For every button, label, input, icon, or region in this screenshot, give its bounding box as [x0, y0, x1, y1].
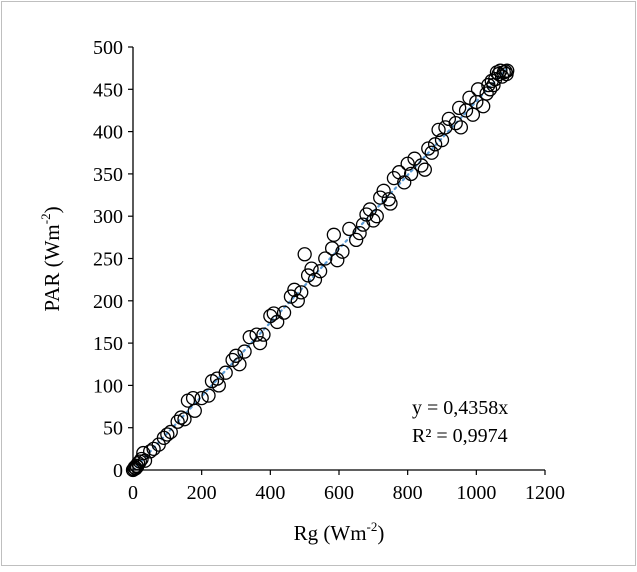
trendline	[131, 67, 509, 472]
data-point	[324, 241, 340, 256]
data-point	[225, 352, 240, 368]
data-point	[283, 289, 299, 304]
data-point	[349, 232, 364, 248]
data-point	[355, 217, 371, 232]
data-point	[431, 122, 446, 138]
data-point	[312, 264, 328, 279]
trend-equation: y = 0,4358x	[412, 397, 508, 419]
y-tick-label: 0	[113, 460, 123, 482]
data-point	[448, 115, 463, 131]
data-point	[330, 253, 345, 268]
data-point	[376, 183, 391, 198]
data-point	[307, 272, 323, 287]
data-point	[228, 348, 244, 363]
y-tick-label: 500	[93, 37, 123, 59]
data-point	[249, 327, 264, 342]
data-point	[335, 244, 350, 259]
y-tick-label: 400	[93, 122, 123, 144]
y-tick-label: 150	[93, 333, 123, 355]
x-tick-label: 0	[128, 482, 138, 504]
data-point	[177, 412, 192, 427]
data-point	[163, 424, 178, 440]
x-axis-title: Rg (Wm-2)	[294, 519, 385, 545]
data-point	[237, 344, 252, 359]
y-axis-ticks: 0 50 100 150 200 250 300 350 400 450 500	[93, 37, 133, 482]
data-point	[462, 90, 477, 105]
data-point	[470, 82, 486, 97]
y-tick-label: 250	[93, 249, 123, 271]
data-point	[201, 388, 216, 403]
y-tick-label: 50	[103, 418, 123, 440]
y-tick-label: 300	[93, 206, 123, 228]
y-tick-label: 100	[93, 375, 123, 397]
data-point	[383, 196, 398, 211]
data-point	[297, 247, 312, 262]
data-point	[276, 305, 292, 320]
data-point	[232, 357, 247, 372]
data-point	[252, 335, 268, 351]
y-axis-title: PAR (Wm-2)	[38, 206, 64, 311]
data-point	[304, 261, 319, 276]
data-points-layer	[125, 63, 515, 478]
y-tick-label: 350	[93, 164, 123, 186]
data-point	[352, 225, 367, 241]
data-point	[369, 209, 384, 224]
trendline-layer	[131, 67, 509, 472]
data-point	[427, 137, 443, 152]
data-point	[287, 282, 302, 297]
data-point	[414, 158, 429, 173]
data-point	[137, 453, 153, 468]
x-axis-ticks: 0 200 400 600 800 1000 1200	[128, 470, 565, 504]
data-point	[294, 285, 309, 300]
data-point	[170, 414, 185, 429]
data-point	[403, 166, 419, 182]
data-point	[452, 100, 467, 116]
y-tick-label: 200	[93, 291, 123, 313]
data-point	[421, 141, 436, 156]
data-point	[136, 445, 151, 461]
data-point	[218, 365, 233, 380]
data-point	[266, 306, 281, 321]
data-point	[453, 120, 469, 135]
y-tick-label: 450	[93, 79, 123, 101]
data-point	[366, 213, 381, 228]
data-point	[256, 327, 271, 342]
x-tick-label: 1200	[525, 482, 565, 504]
data-point	[318, 251, 333, 266]
x-tick-label: 800	[393, 482, 423, 504]
data-point	[270, 314, 285, 330]
data-point	[441, 111, 457, 127]
x-tick-label: 1000	[456, 482, 496, 504]
data-point	[438, 120, 453, 135]
y-axis-title-superscript: -2	[38, 213, 53, 224]
data-point	[326, 227, 342, 242]
data-point	[146, 441, 161, 457]
x-axis-title-superscript: -2	[367, 519, 378, 534]
data-point	[417, 162, 432, 177]
data-point	[424, 145, 439, 160]
r-squared-label: R² = 0,9974	[412, 425, 508, 447]
data-point	[160, 427, 175, 442]
data-point	[211, 378, 226, 393]
x-tick-label: 400	[255, 482, 285, 504]
data-point	[290, 293, 305, 308]
x-tick-label: 200	[187, 482, 217, 504]
data-point	[500, 63, 515, 78]
x-tick-label: 600	[324, 482, 354, 504]
data-point	[187, 403, 202, 418]
data-point	[194, 390, 209, 406]
data-point	[342, 221, 357, 237]
